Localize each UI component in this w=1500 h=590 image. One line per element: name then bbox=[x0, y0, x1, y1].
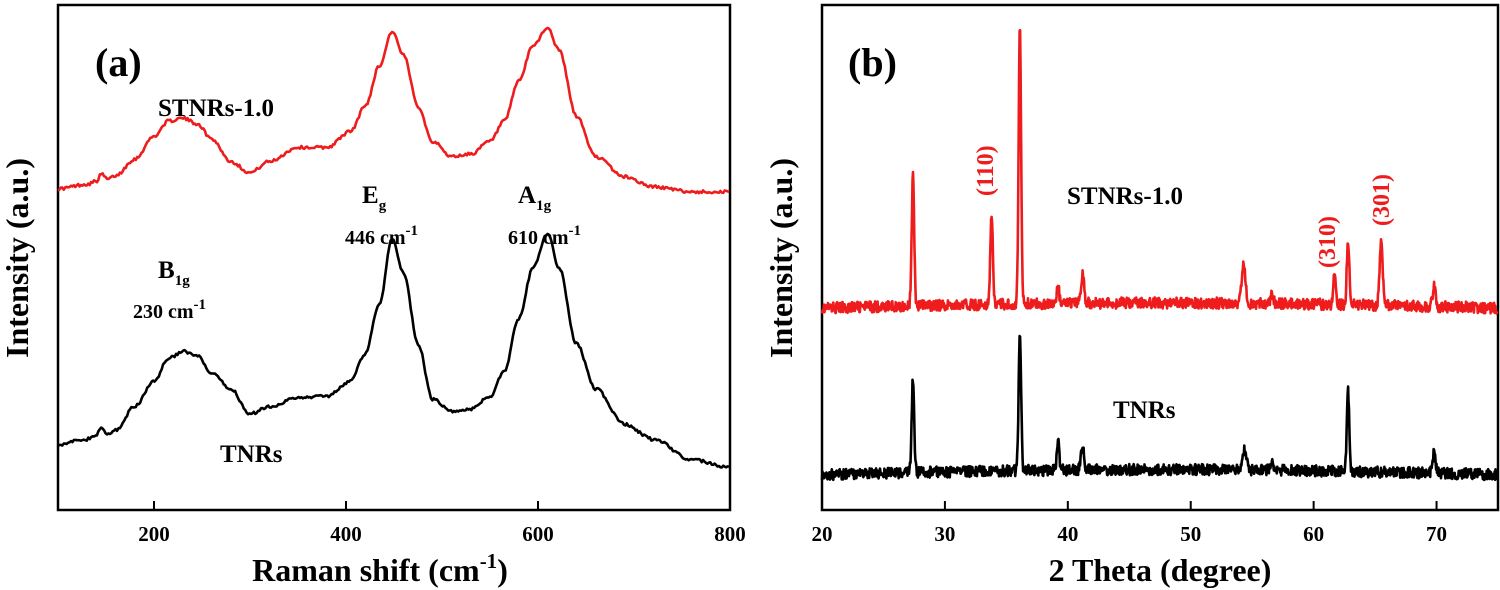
panel-b-xtick-label: 50 bbox=[1180, 522, 1201, 546]
peak-wavenumber-b1g: 230 cm-1 bbox=[133, 297, 206, 323]
peak-wavenumber-eg: 446 cm-1 bbox=[345, 223, 418, 249]
panel-a-y-axis-title: Intensity (a.u.) bbox=[0, 158, 35, 358]
panel-a-label: (a) bbox=[95, 40, 142, 85]
panel-b: 20 30 40 50 60 70 (b) STNRs-1.0 TNRs (11… bbox=[763, 3, 1500, 588]
panel-a-x-tick-labels: 200 400 600 800 bbox=[138, 522, 746, 546]
panel-a-xtick-label: 600 bbox=[522, 522, 554, 546]
panel-b-xtick-label: 70 bbox=[1426, 522, 1447, 546]
panel-a-x-axis-title: Raman shift (cm-1) bbox=[252, 549, 508, 588]
hkl-label-301: (301) bbox=[1369, 174, 1395, 226]
panel-b-x-ticks bbox=[821, 501, 1438, 510]
panel-a-series-line-tnrs bbox=[57, 232, 730, 469]
panel-b-x-tick-labels: 20 30 40 50 60 70 bbox=[812, 522, 1448, 546]
panel-b-series bbox=[820, 28, 1499, 482]
panel-a-series bbox=[57, 26, 730, 469]
panel-b-label: (b) bbox=[848, 40, 897, 85]
panel-a: 200 400 600 800 (a) STNRs-1.0 TNRs B1g 2… bbox=[0, 3, 746, 588]
panel-b-xtick-label: 20 bbox=[812, 522, 833, 546]
panel-a-xtick-label: 800 bbox=[714, 522, 746, 546]
panel-a-xtick-label: 400 bbox=[330, 522, 362, 546]
hkl-label-110: (110) bbox=[973, 145, 999, 196]
panel-a-series-label-tnrs: TNRs bbox=[220, 441, 283, 468]
panel-a-xtick-label: 200 bbox=[138, 522, 170, 546]
panel-b-x-axis-title: 2 Theta (degree) bbox=[1049, 552, 1272, 588]
panel-b-xtick-label: 40 bbox=[1057, 522, 1078, 546]
panel-b-frame bbox=[820, 3, 1500, 512]
panel-b-xtick-label: 60 bbox=[1303, 522, 1324, 546]
panel-b-series-label-stnrs: STNRs-1.0 bbox=[1067, 183, 1183, 210]
panel-b-series-line-tnrs bbox=[820, 334, 1499, 482]
peak-label-b1g: B1g bbox=[158, 257, 190, 289]
peak-wavenumber-a1g: 610 cm-1 bbox=[508, 223, 581, 249]
panel-b-series-label-tnrs: TNRs bbox=[1113, 397, 1176, 424]
panel-b-y-axis-title: Intensity (a.u.) bbox=[763, 158, 799, 358]
panel-a-series-line-stnrs bbox=[57, 26, 730, 195]
panel-b-series-line-stnrs bbox=[820, 28, 1499, 315]
peak-label-a1g: A1g bbox=[518, 182, 552, 214]
panel-a-series-label-stnrs: STNRs-1.0 bbox=[158, 95, 274, 122]
panel-b-xtick-label: 30 bbox=[934, 522, 955, 546]
hkl-label-310: (310) bbox=[1315, 216, 1341, 268]
peak-label-eg: Eg bbox=[362, 182, 387, 214]
panel-a-frame bbox=[56, 3, 732, 512]
panel-a-x-ticks bbox=[153, 501, 731, 510]
